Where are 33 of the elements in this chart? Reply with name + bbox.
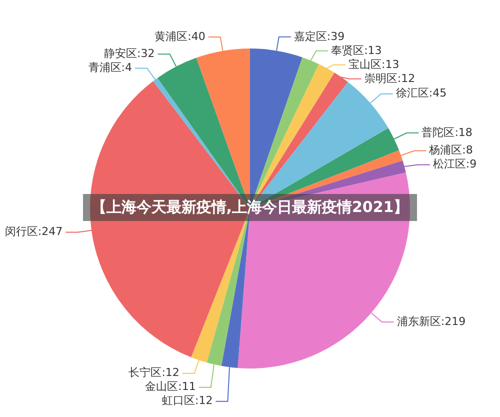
slice-label: 徐汇区 (396, 86, 429, 100)
data-label: :12 (162, 366, 180, 380)
slice-label: 金山区 (145, 380, 178, 394)
data-label: :4 (121, 61, 132, 74)
data-label: :12 (397, 72, 416, 85)
data-label: :13 (382, 58, 400, 71)
text: 【上海今天最新疫情,上海今日最新疫情2021】 (83, 194, 417, 221)
slice-label: 黄浦区 (154, 30, 188, 43)
slice-label: 虹口区 (162, 394, 196, 408)
data-label: :219 (440, 314, 466, 328)
data-label: :13 (364, 44, 382, 57)
slice-label: 杨浦区 (428, 144, 462, 157)
data-label: :9 (466, 158, 477, 171)
data-label: :11 (178, 380, 196, 394)
data-label: :247 (38, 225, 63, 238)
slice-label: 松江区 (432, 158, 466, 171)
slice-label: 崇明区 (364, 72, 398, 85)
slice-label: 宝山区 (348, 58, 382, 71)
slice-label: 长宁区 (128, 366, 162, 380)
slice-label: 奉贤区 (331, 44, 364, 57)
data-label: :12 (195, 394, 213, 408)
slice-label: 静安区 (104, 46, 138, 60)
data-label: :8 (462, 144, 473, 157)
slice-label: 嘉定区 (294, 30, 327, 43)
data-label: :40 (188, 30, 206, 43)
slice-label: 青浦区 (88, 61, 122, 74)
data-label: :39 (326, 30, 345, 43)
slice-label: 闵行区 (4, 225, 38, 238)
data-label: :18 (454, 126, 472, 139)
data-label: :45 (428, 86, 447, 100)
slice-label: 普陀区 (422, 126, 455, 139)
slice-label: 浦东新区 (396, 314, 441, 328)
data-label: :32 (137, 46, 155, 60)
